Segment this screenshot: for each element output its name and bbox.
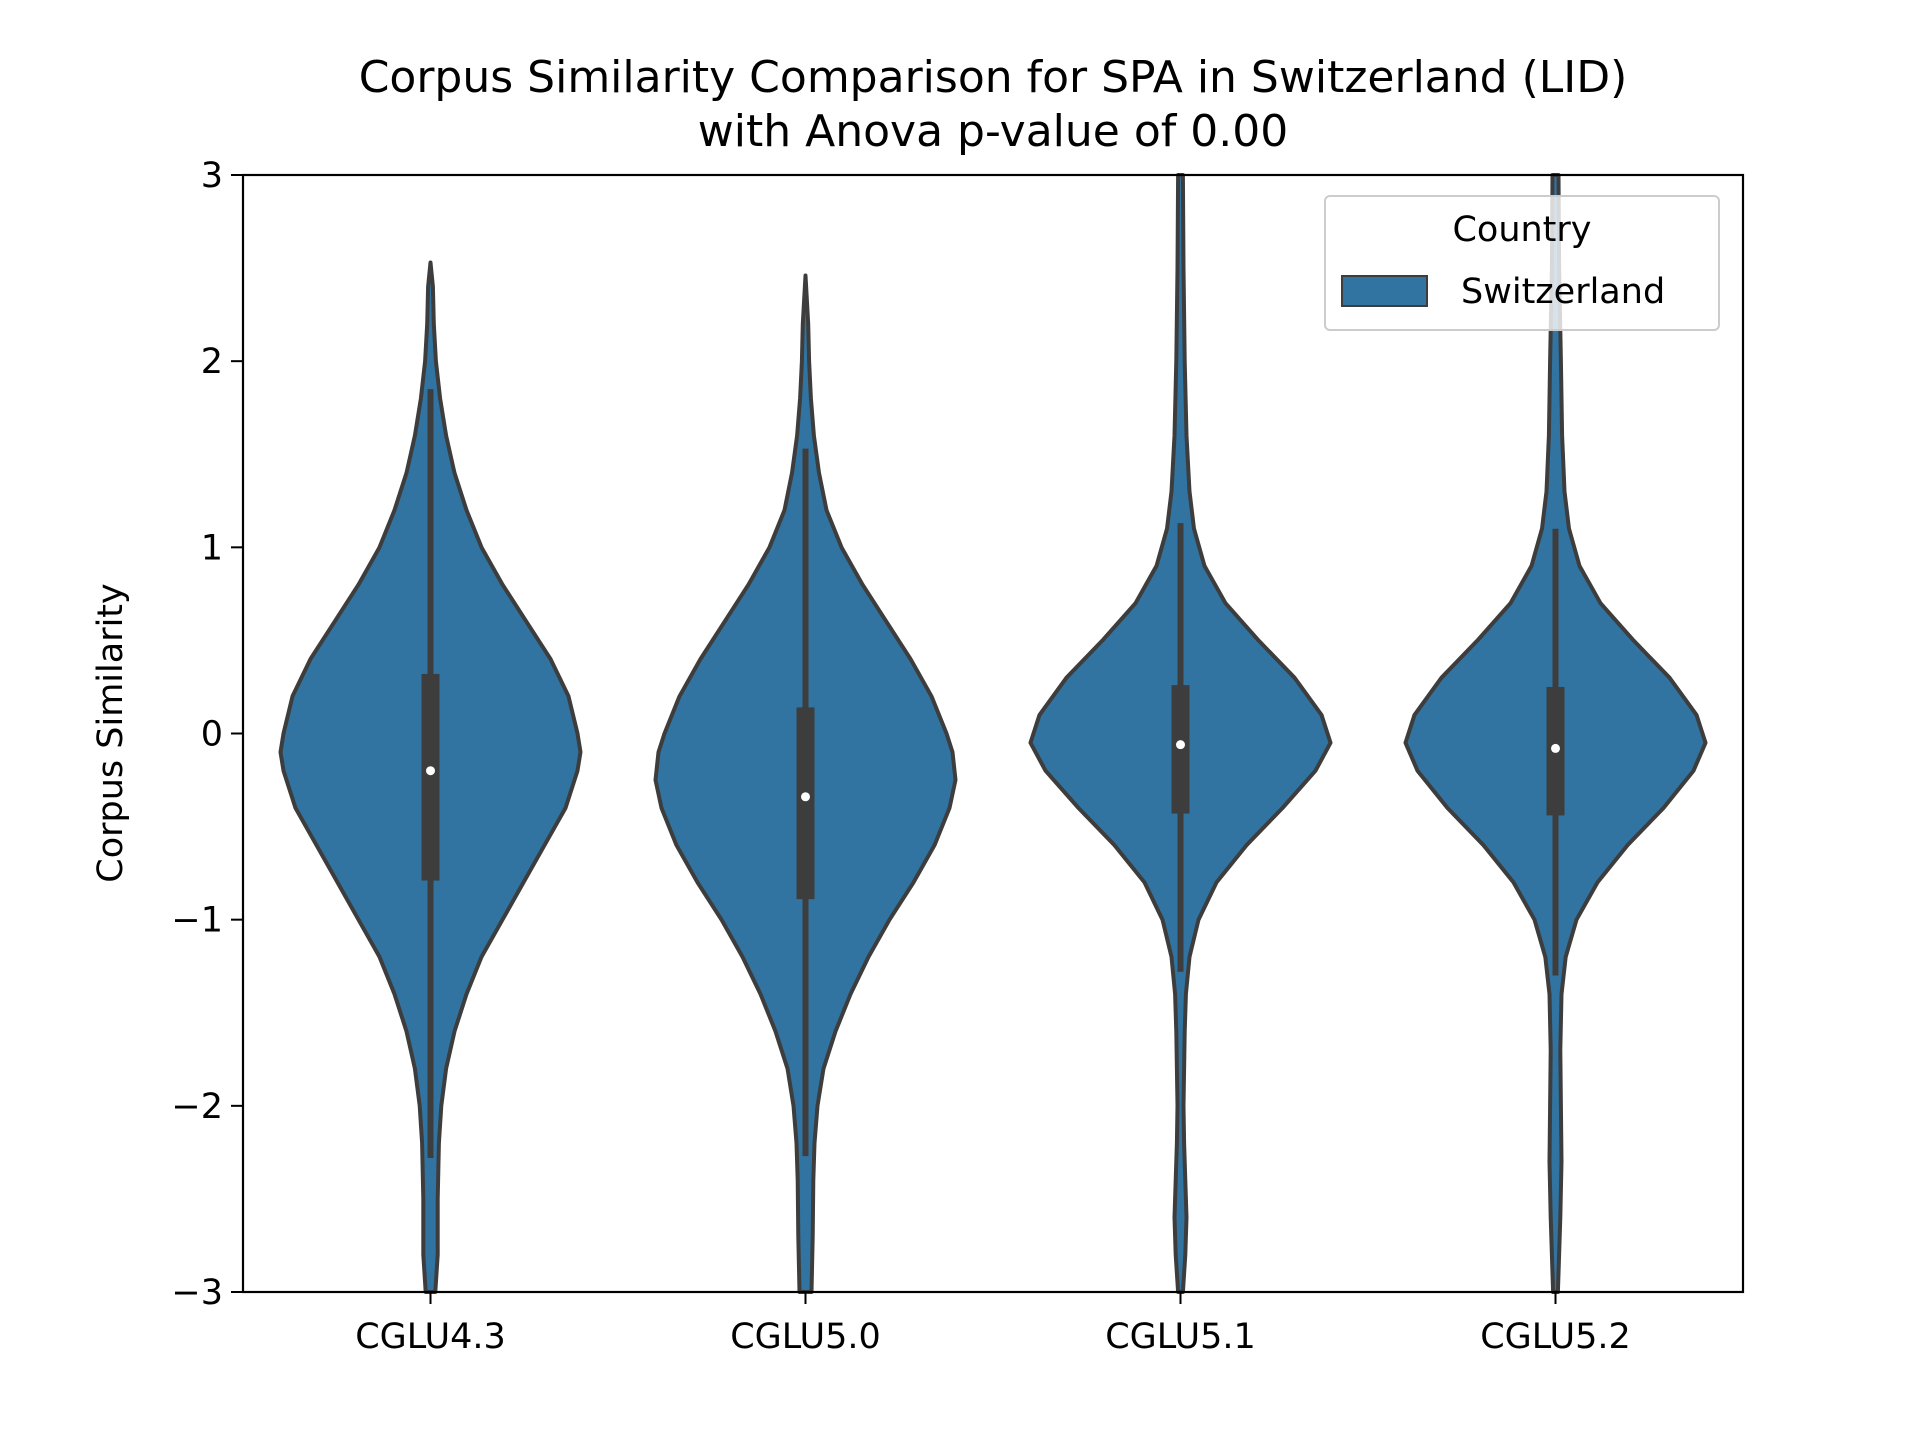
legend-swatch-switzerland xyxy=(1341,275,1428,307)
y-axis-label: Corpus Similarity xyxy=(91,583,131,882)
violin-cglu5-1 xyxy=(1028,173,1333,1294)
violin-iqr-box xyxy=(796,707,815,900)
violins-layer xyxy=(278,173,1708,1294)
x-tick-label: CGLU4.3 xyxy=(355,1317,506,1357)
chart-title-line1: Corpus Similarity Comparison for SPA in … xyxy=(359,52,1628,103)
y-tick-label: 3 xyxy=(201,156,223,196)
violin-median xyxy=(1551,743,1560,753)
violin-median xyxy=(801,792,810,802)
y-tick-label: 1 xyxy=(201,528,223,568)
legend-title: Country xyxy=(1452,210,1591,250)
y-tick-label: 2 xyxy=(201,342,223,382)
x-axis: CGLU4.3 CGLU5.0 CGLU5.1 CGLU5.2 xyxy=(355,1292,1631,1357)
chart-title-line2: with Anova p-value of 0.00 xyxy=(698,106,1288,157)
violin-cglu5-2 xyxy=(1403,173,1708,1294)
violin-median xyxy=(1176,740,1185,750)
y-tick-label: −3 xyxy=(171,1273,223,1313)
violin-iqr-box xyxy=(1171,685,1190,814)
legend: Country Switzerland xyxy=(1324,195,1720,331)
x-tick-label: CGLU5.2 xyxy=(1480,1317,1631,1357)
violin-cglu5-0 xyxy=(653,273,958,1294)
y-tick-label: −2 xyxy=(171,1087,223,1127)
y-axis: −3 −2 −1 0 1 2 3 xyxy=(171,156,243,1313)
x-tick-label: CGLU5.1 xyxy=(1105,1317,1256,1357)
plot-frame xyxy=(241,173,1745,1294)
legend-label-switzerland: Switzerland xyxy=(1461,272,1665,312)
y-tick-label: 0 xyxy=(201,715,223,755)
violin-iqr-box xyxy=(421,673,440,881)
violin-cglu4-3 xyxy=(278,260,583,1294)
x-tick-label: CGLU5.0 xyxy=(730,1317,881,1357)
y-tick-label: −1 xyxy=(171,901,223,941)
violin-median xyxy=(426,766,435,776)
